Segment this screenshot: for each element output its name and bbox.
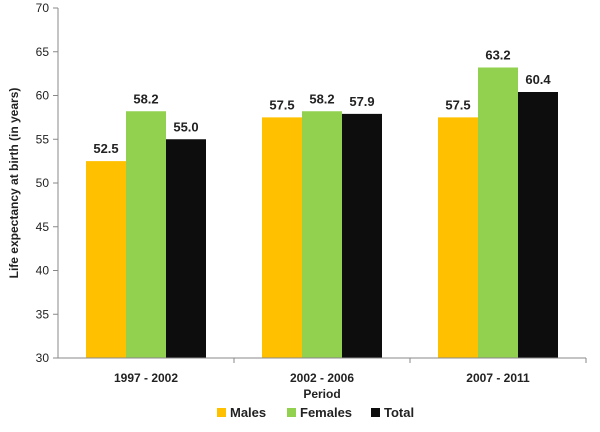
data-label-females-3: 63.2: [485, 48, 510, 63]
bar-males-2: [262, 117, 302, 358]
y-tick-label: 70: [36, 1, 50, 15]
bars: [86, 67, 558, 358]
y-tick-label: 55: [36, 132, 50, 146]
bar-females-2: [302, 111, 342, 358]
data-label-total-3: 60.4: [525, 72, 551, 87]
data-label-females-1: 58.2: [133, 91, 158, 106]
data-labels: 52.5 58.2 55.0 57.5 58.2 57.9 57.5 63.2 60.4: [93, 48, 551, 157]
bar-males-1: [86, 161, 126, 358]
x-category-label: 2007 - 2011: [466, 371, 530, 385]
data-label-total-2: 57.9: [349, 94, 374, 109]
data-label-males-3: 57.5: [445, 97, 470, 112]
legend-swatch-total: [371, 408, 380, 417]
bar-total-3: [518, 92, 558, 358]
bar-females-3: [478, 67, 518, 358]
bar-males-3: [438, 117, 478, 358]
y-tick-label: 50: [36, 176, 50, 190]
y-tick-label: 60: [36, 89, 50, 103]
y-tick-label: 40: [36, 264, 50, 278]
y-tick-label: 45: [36, 220, 50, 234]
legend: Males Females Total: [217, 405, 414, 420]
x-category-label: 2002 - 2006: [290, 371, 354, 385]
bar-total-1: [166, 139, 206, 358]
y-axis-ticks: 30 35 40 45 50 55 60 65 70: [36, 1, 58, 365]
y-tick-label: 65: [36, 45, 50, 59]
bar-females-1: [126, 111, 166, 358]
y-tick-label: 30: [36, 351, 50, 365]
legend-swatch-females: [287, 408, 296, 417]
data-label-males-2: 57.5: [269, 97, 294, 112]
data-label-females-2: 58.2: [309, 91, 334, 106]
x-axis-label: Period: [303, 387, 340, 401]
legend-label-males: Males: [230, 405, 266, 420]
x-category-label: 1997 - 2002: [114, 371, 178, 385]
data-label-total-1: 55.0: [173, 119, 198, 134]
y-axis-label: Life expectancy at birth (in years): [7, 88, 21, 279]
bar-total-2: [342, 113, 382, 358]
y-tick-label: 35: [36, 307, 50, 321]
x-axis-categories: 1997 - 2002 2002 - 2006 2007 - 2011: [114, 358, 587, 385]
legend-label-total: Total: [384, 405, 414, 420]
legend-label-females: Females: [300, 405, 352, 420]
legend-swatch-males: [217, 408, 226, 417]
data-label-males-1: 52.5: [93, 141, 118, 156]
